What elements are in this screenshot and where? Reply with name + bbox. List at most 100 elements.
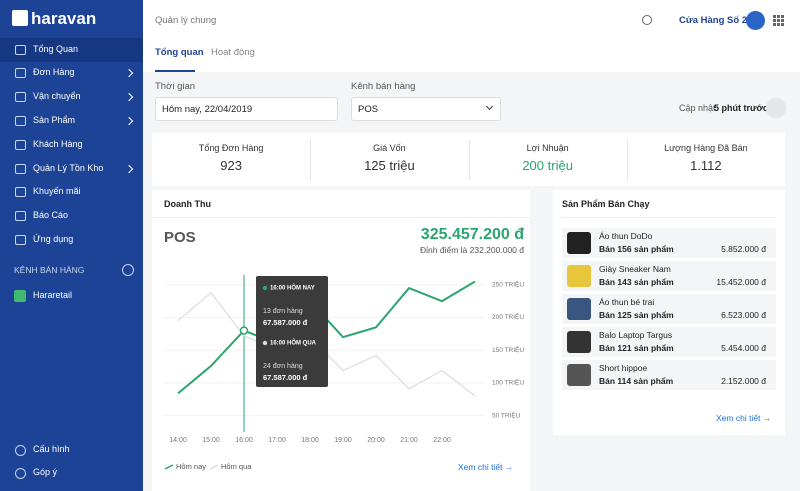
- channel-name: POS: [164, 229, 196, 246]
- product-image: [567, 331, 591, 353]
- logo: haravan: [31, 9, 97, 28]
- product-price: 15.452.000 đ: [716, 277, 766, 287]
- x-tick-label: 19:00: [334, 437, 352, 444]
- x-tick-label: 14:00: [169, 437, 187, 444]
- apps-icon: [777, 19, 780, 22]
- tooltip-dot: [262, 285, 268, 291]
- filter-label: Thời gian: [155, 81, 196, 92]
- tooltip-amount: 67.587.000 đ: [263, 373, 308, 382]
- tab[interactable]: Hoạt động: [211, 47, 255, 58]
- product-name[interactable]: Áo thun DoDo: [599, 231, 653, 241]
- tooltip-orders: 13 đơn hàng: [263, 308, 303, 315]
- product-image: [567, 364, 591, 386]
- tooltip-amount: 67.587.000 đ: [263, 318, 308, 327]
- tooltip: [256, 276, 328, 387]
- product-image: [567, 265, 591, 287]
- channel-select[interactable]: POS: [351, 97, 501, 121]
- menu-icon: [15, 164, 26, 174]
- stat-value: 923: [220, 158, 242, 173]
- menu-item[interactable]: Báo Cáo: [33, 210, 69, 220]
- tab[interactable]: Tổng quan: [155, 47, 204, 58]
- tooltip-title: 16:00 HÔM QUA: [270, 339, 317, 347]
- link[interactable]: Xem chi tiết →: [458, 462, 514, 472]
- menu-item[interactable]: Ứng dụng: [33, 234, 74, 244]
- footer-item[interactable]: Cấu hình: [33, 444, 70, 454]
- menu-item[interactable]: Khuyến mãi: [33, 186, 81, 196]
- updated-text: Cập nhật: [679, 103, 716, 113]
- store-name[interactable]: Cửa Hàng Số 21: [679, 15, 753, 26]
- product-price: 2.152.000 đ: [721, 376, 766, 386]
- apps-icon: [777, 23, 780, 26]
- product-row: [562, 360, 776, 390]
- apps-icon: [773, 15, 776, 18]
- add-channel[interactable]: [122, 264, 134, 276]
- product-row: [562, 294, 776, 324]
- product-row: [562, 327, 776, 357]
- menu-item[interactable]: Vận chuyển: [33, 91, 81, 101]
- product-row: [562, 261, 776, 291]
- card-title: Doanh Thu: [164, 199, 211, 209]
- breadcrumb: Quản lý chung: [155, 15, 217, 26]
- legend-label: Hôm qua: [221, 462, 252, 471]
- menu-item[interactable]: Đơn Hàng: [33, 67, 75, 77]
- search-icon[interactable]: [642, 15, 652, 25]
- divider: [626, 140, 628, 180]
- filter-label: Kênh bán hàng: [351, 81, 416, 92]
- product-sold: Bán 114 sản phẩm: [599, 376, 674, 386]
- divider: [310, 140, 312, 180]
- revenue-peak: Đỉnh điểm là 232.200.000 đ: [420, 245, 524, 255]
- x-tick-label: 20:00: [367, 437, 385, 444]
- menu-icon: [15, 116, 26, 126]
- x-tick-label: 18:00: [301, 437, 319, 444]
- y-tick-label: 150 TRIỆU: [492, 345, 524, 354]
- y-tick-label: 100 TRIỆU: [492, 378, 524, 387]
- menu-item[interactable]: Tổng Quan: [33, 44, 79, 54]
- date-input[interactable]: Hôm nay, 22/04/2019: [155, 97, 338, 121]
- product-name[interactable]: Áo thun bé trai: [599, 297, 655, 307]
- apps-icon: [773, 23, 776, 26]
- product-row: [562, 228, 776, 258]
- x-tick-label: 21:00: [400, 437, 418, 444]
- apps-icon: [777, 15, 780, 18]
- refresh-button[interactable]: [766, 98, 786, 118]
- stat-value: 1.112: [690, 158, 722, 173]
- stat-value: 125 triệu: [364, 158, 415, 173]
- menu-item[interactable]: Khách Hàng: [33, 139, 83, 149]
- apps-icon: [773, 19, 776, 22]
- tooltip-dot: [262, 340, 268, 346]
- tooltip-orders: 24 đơn hàng: [263, 363, 303, 370]
- sidebar: haravan Tổng Quan Đơn Hàng Vận chuyển Sản P…: [0, 0, 143, 491]
- channel-item[interactable]: Hararetail: [33, 290, 73, 300]
- menu-icon: [15, 235, 26, 245]
- x-tick-label: 16:00: [235, 437, 253, 444]
- product-name[interactable]: Short hippoe: [599, 363, 648, 373]
- stat-label: Giá Vốn: [373, 143, 406, 153]
- product-name[interactable]: Giày Sneaker Nam: [599, 264, 671, 274]
- product-sold: Bán 125 sản phẩm: [599, 310, 674, 320]
- x-tick-label: 17:00: [268, 437, 286, 444]
- x-tick-label: 15:00: [202, 437, 220, 444]
- menu-icon: [15, 68, 26, 78]
- tooltip-title: 16:00 HÔM NAY: [270, 284, 315, 292]
- footer-item[interactable]: Góp ý: [33, 467, 58, 477]
- link[interactable]: Xem chi tiết →: [716, 413, 772, 423]
- apps-icon: [781, 19, 784, 22]
- apps-icon: [781, 15, 784, 18]
- header: [143, 0, 800, 72]
- logo-icon: [12, 10, 28, 26]
- y-tick-label: 250 TRIỆU: [492, 280, 524, 289]
- tab-underline: [155, 70, 195, 72]
- footer-icon: [15, 445, 26, 456]
- stat-label: Lượng Hàng Đã Bán: [664, 143, 748, 153]
- section-title: KÊNH BÁN HÀNG: [14, 265, 85, 275]
- avatar[interactable]: [746, 11, 765, 30]
- legend-swatch: [164, 464, 174, 470]
- product-name[interactable]: Balo Laptop Targus: [599, 330, 673, 340]
- menu-item[interactable]: Quản Lý Tồn Kho: [33, 163, 104, 173]
- menu-item[interactable]: Sản Phẩm: [33, 115, 76, 125]
- menu-icon: [15, 92, 26, 102]
- product-image: [567, 232, 591, 254]
- menu-icon: [15, 211, 26, 221]
- apps-icon: [781, 23, 784, 26]
